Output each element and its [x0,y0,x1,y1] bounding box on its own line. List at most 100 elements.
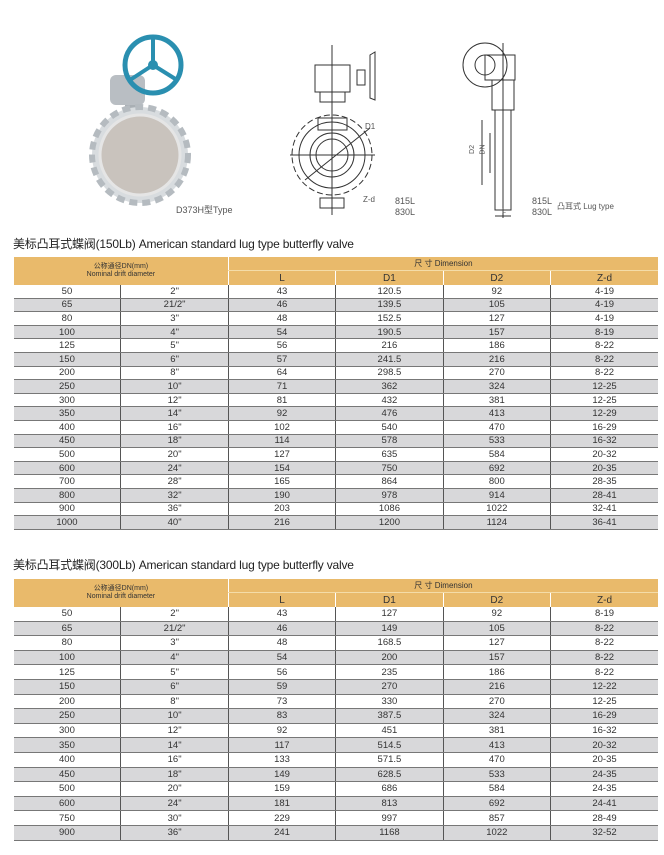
cell-d1: 200 [335,650,444,666]
cell-dn-mm: 65 [13,621,121,637]
cell-dn-inch: 36" [120,825,229,841]
dimension-header: 尺 寸 Dimension [227,579,658,593]
cell-dn-inch: 18" [120,767,229,783]
cell-d2: 186 [442,338,551,353]
cell-dn-mm: 900 [13,825,121,841]
cell-z-d: 12-25 [550,694,658,710]
cell-d2: 216 [442,352,551,367]
cell-dn-mm: 900 [13,502,121,517]
cell-d1: 362 [335,379,444,394]
cell-d2: 92 [442,607,551,622]
cell-dn-inch: 36" [120,502,229,517]
table-row: 100 4" 54 200 157 8-22 [13,650,658,666]
table-row: 600 24" 154 750 692 20-35 [13,461,658,476]
cell-dn-inch: 3" [120,635,229,651]
cell-l: 149 [227,767,336,783]
cell-l: 83 [227,708,336,724]
dn-header-cn: 公称通径DN(mm) [93,585,149,592]
cell-d1: 571.5 [335,752,444,768]
cell-dn-inch: 16" [120,752,229,768]
cell-z-d: 8-22 [550,650,658,666]
cell-d1: 120.5 [335,285,444,299]
cell-z-d: 12-29 [550,406,658,421]
cell-d2: 127 [442,311,551,326]
dn-header: 公称通径DN(mm) Nominal drift diameter [13,579,229,607]
cell-d2: 413 [442,737,551,753]
cell-d1: 1086 [335,502,444,517]
col-d2: D2 [442,270,551,285]
cell-dn-inch: 28" [120,474,229,489]
cell-dn-inch: 16" [120,420,229,435]
cell-d1: 330 [335,694,444,710]
cell-dn-inch: 8" [120,366,229,381]
cell-z-d: 24-35 [550,781,658,797]
cell-d1: 270 [335,679,444,695]
cell-dn-mm: 300 [13,393,121,408]
cell-l: 81 [227,393,336,408]
cell-d2: 692 [442,461,551,476]
cell-dn-inch: 10" [120,708,229,724]
cell-dn-inch: 4" [120,325,229,340]
table-row: 400 16" 102 540 470 16-29 [13,420,658,435]
cell-d2: 914 [442,488,551,503]
cell-d2: 584 [442,447,551,462]
front-model-2: 830L [395,207,416,217]
cell-d1: 216 [335,338,444,353]
cell-l: 190 [227,488,336,503]
cell-d1: 864 [335,474,444,489]
zd-label: Z-d [363,195,375,204]
cell-l: 48 [227,311,336,326]
cell-l: 92 [227,406,336,421]
cell-dn-mm: 150 [13,679,121,695]
cell-d1: 1168 [335,825,444,841]
cell-z-d: 20-32 [550,447,658,462]
cell-dn-inch: 21/2" [120,621,229,637]
front-view-drawing [290,45,376,215]
table-row: 250 10" 71 362 324 12-25 [13,379,658,394]
cell-l: 241 [227,825,336,841]
d1-label: D1 [365,122,376,131]
cell-l: 114 [227,434,336,449]
cell-d1: 635 [335,447,444,462]
cell-l: 165 [227,474,336,489]
cell-z-d: 36-41 [550,515,658,530]
cell-dn-inch: 2" [120,285,229,299]
cell-d2: 1022 [442,825,551,841]
photo-caption: D373H型Type [176,205,233,215]
cell-z-d: 12-25 [550,379,658,394]
cell-d2: 857 [442,810,551,826]
cell-z-d: 20-32 [550,737,658,753]
cell-d2: 381 [442,393,551,408]
cell-d1: 578 [335,434,444,449]
cell-dn-inch: 12" [120,723,229,739]
cell-z-d: 4-19 [550,311,658,326]
cell-d2: 413 [442,406,551,421]
cell-l: 54 [227,325,336,340]
col-d2: D2 [442,592,551,607]
cell-z-d: 8-22 [550,338,658,353]
cell-z-d: 8-22 [550,664,658,680]
cell-dn-mm: 800 [13,488,121,503]
cell-z-d: 32-52 [550,825,658,841]
cell-d1: 139.5 [335,298,444,313]
cell-dn-mm: 150 [13,352,121,367]
cell-l: 46 [227,298,336,313]
cell-l: 54 [227,650,336,666]
table-row: 300 12" 81 432 381 12-25 [13,393,658,408]
cell-dn-mm: 200 [13,366,121,381]
cell-d2: 584 [442,781,551,797]
cell-d2: 186 [442,664,551,680]
cell-dn-inch: 8" [120,694,229,710]
table-row: 350 14" 92 476 413 12-29 [13,406,658,421]
table1-title: 美标凸耳式蝶阀(150Lb) American standard lug typ… [13,237,354,251]
cell-dn-mm: 250 [13,379,121,394]
table-300lb: 公称通径DN(mm) Nominal drift diameter 尺 寸 Dim… [13,579,658,841]
cell-d1: 241.5 [335,352,444,367]
table-row: 80 3" 48 152.5 127 4-19 [13,311,658,326]
cell-z-d: 20-35 [550,461,658,476]
cell-dn-mm: 450 [13,434,121,449]
cell-d1: 978 [335,488,444,503]
cell-dn-mm: 250 [13,708,121,724]
cell-dn-inch: 40" [120,515,229,530]
cell-dn-inch: 21/2" [120,298,229,313]
